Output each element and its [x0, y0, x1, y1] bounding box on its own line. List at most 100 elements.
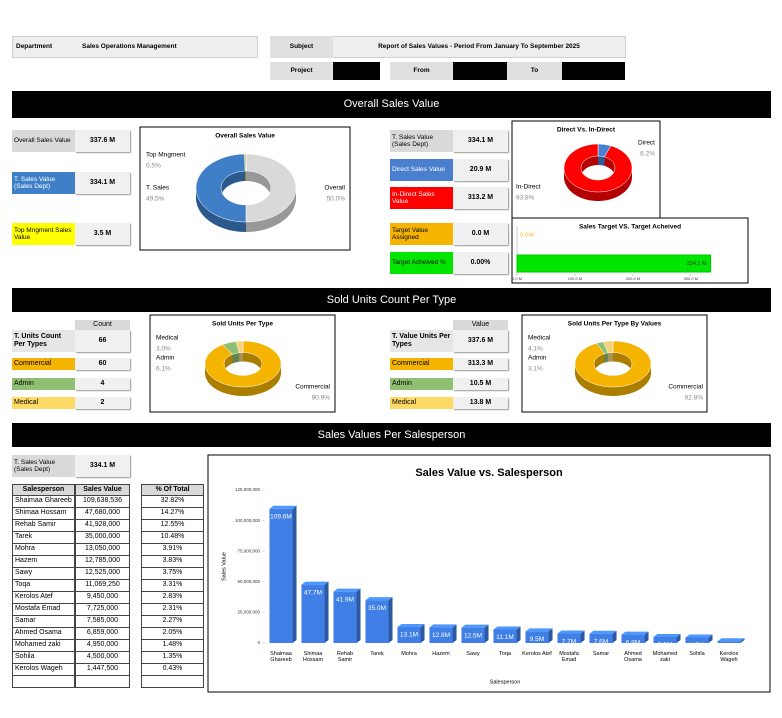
bar-side	[580, 630, 585, 643]
slice-label: T. Sales	[146, 185, 170, 192]
table-cell: Kerolos Wageh	[12, 664, 75, 676]
table-cell: Toqa	[12, 580, 75, 592]
bar	[333, 591, 357, 643]
y-tick-label: 100,000,000	[235, 518, 261, 523]
x-tick-label: 0.0 M	[512, 276, 522, 281]
bar-value-label: 109.6M	[270, 514, 292, 521]
x-tick-label: Rehab Samir	[336, 651, 354, 664]
table-row-label: Medical	[390, 397, 453, 409]
bar-value-label: 11.1M	[496, 634, 514, 641]
bar	[493, 629, 517, 643]
table-cell: 2.31%	[141, 604, 204, 616]
bar-top	[685, 634, 713, 638]
table-cell: 12,785,000	[75, 556, 130, 568]
bar-side	[612, 630, 617, 643]
slice-label: Commercial	[668, 384, 703, 391]
table-row-value: 4	[75, 378, 130, 390]
bar-side	[516, 626, 521, 643]
y-tick-label: 125,000,000	[235, 487, 261, 492]
kpi-value: 0.0 M	[453, 223, 508, 245]
from-value	[453, 62, 507, 80]
table-cell: 2.05%	[141, 628, 204, 640]
subject-label: Subject	[270, 36, 333, 58]
table-cell: 13,050,000	[75, 544, 130, 556]
table-cell: 12.55%	[141, 520, 204, 532]
slice-label: Admin	[528, 355, 547, 362]
table-cell-empty	[12, 676, 75, 688]
bar-side	[420, 624, 425, 643]
x-tick-label: Sohila	[689, 651, 705, 657]
y-tick-label: 50,000,000	[237, 579, 260, 584]
slice-label: In-Direct	[516, 184, 541, 191]
table-header: % Of Total	[141, 484, 204, 496]
table-cell: 0.43%	[141, 664, 204, 676]
x-tick-label: 100.0 M	[568, 276, 582, 281]
table-cell: 2.83%	[141, 592, 204, 604]
kpi-value: 0.00%	[453, 252, 508, 274]
table-row-value: 13.8 M	[453, 397, 508, 409]
x-axis-title: Salesperson	[490, 679, 521, 685]
bar-top	[397, 624, 425, 628]
bar-value-label: 35.0M	[368, 605, 386, 612]
kpi-label: In-Direct Sales Value	[390, 187, 453, 209]
project-value	[333, 62, 380, 80]
section-title: Overall Sales Value	[12, 91, 771, 118]
table-cell: 3.31%	[141, 580, 204, 592]
kpi-label: Direct Sales Value	[390, 159, 453, 181]
bar	[516, 254, 712, 273]
table-cell: Shaimaa Ghareeb	[12, 496, 75, 508]
chart-frame	[521, 314, 708, 413]
kpi-label: Overall Sales Value	[12, 130, 75, 152]
table-cell: Mohra	[12, 544, 75, 556]
bar	[301, 584, 325, 643]
from-label: From	[390, 62, 453, 80]
bar-value-label: 7.7M	[562, 638, 576, 645]
bar-top	[461, 624, 489, 628]
x-tick-label: Tarek	[370, 651, 384, 657]
bar	[653, 636, 677, 643]
slice	[602, 340, 614, 354]
table-cell: 7,725,000	[75, 604, 130, 616]
table-cell: 4,500,000	[75, 652, 130, 664]
slice-value-label: 3.0%	[156, 346, 171, 353]
slice-value-label: 4.1%	[528, 346, 543, 353]
slice-label: Top Mngment	[146, 152, 186, 159]
bar	[589, 633, 613, 643]
bar-value-label: 12.8M	[432, 632, 450, 639]
bar	[557, 633, 581, 643]
table-row-label: Commercial	[12, 358, 75, 370]
chart-frame	[207, 454, 771, 693]
bar-top	[653, 633, 681, 637]
to-value	[562, 62, 625, 80]
table-cell: Sohila	[12, 652, 75, 664]
kpi-label: Target Value Assigned	[390, 223, 453, 245]
slice-value-label: 3.1%	[528, 366, 543, 373]
table-cell: 14.27%	[141, 508, 204, 520]
table-row-label: Admin	[390, 378, 453, 390]
bar-top	[493, 626, 521, 630]
table-cell: 1.35%	[141, 652, 204, 664]
table-cell: Ahmed Osama	[12, 628, 75, 640]
x-tick-label: Mostafa Emad	[559, 651, 579, 664]
section-title: Sales Values Per Salesperson	[12, 423, 771, 447]
chart-frame	[149, 314, 336, 413]
y-axis-title: Sales Value	[221, 552, 227, 581]
x-tick-label: Shimaa Hossam	[302, 651, 324, 664]
chart-title: Sold Units Per Type By Values	[568, 321, 662, 328]
bar-side	[484, 624, 489, 643]
y-tick-label: 0	[257, 640, 260, 645]
bar-side	[388, 597, 393, 643]
x-tick-label: Toqa	[499, 651, 511, 657]
bar	[397, 627, 421, 643]
kpi-value: 313.2 M	[453, 187, 508, 209]
slice	[244, 153, 247, 172]
slice	[195, 153, 247, 223]
table-cell: 9,450,000	[75, 592, 130, 604]
kpi-label: Top Mngment Sales Value	[12, 223, 75, 245]
table-cell: Sawy	[12, 568, 75, 580]
slice-value-label: 0.5%	[146, 163, 161, 170]
table-cell-empty	[141, 676, 204, 688]
table-total-value: 66	[75, 330, 130, 352]
